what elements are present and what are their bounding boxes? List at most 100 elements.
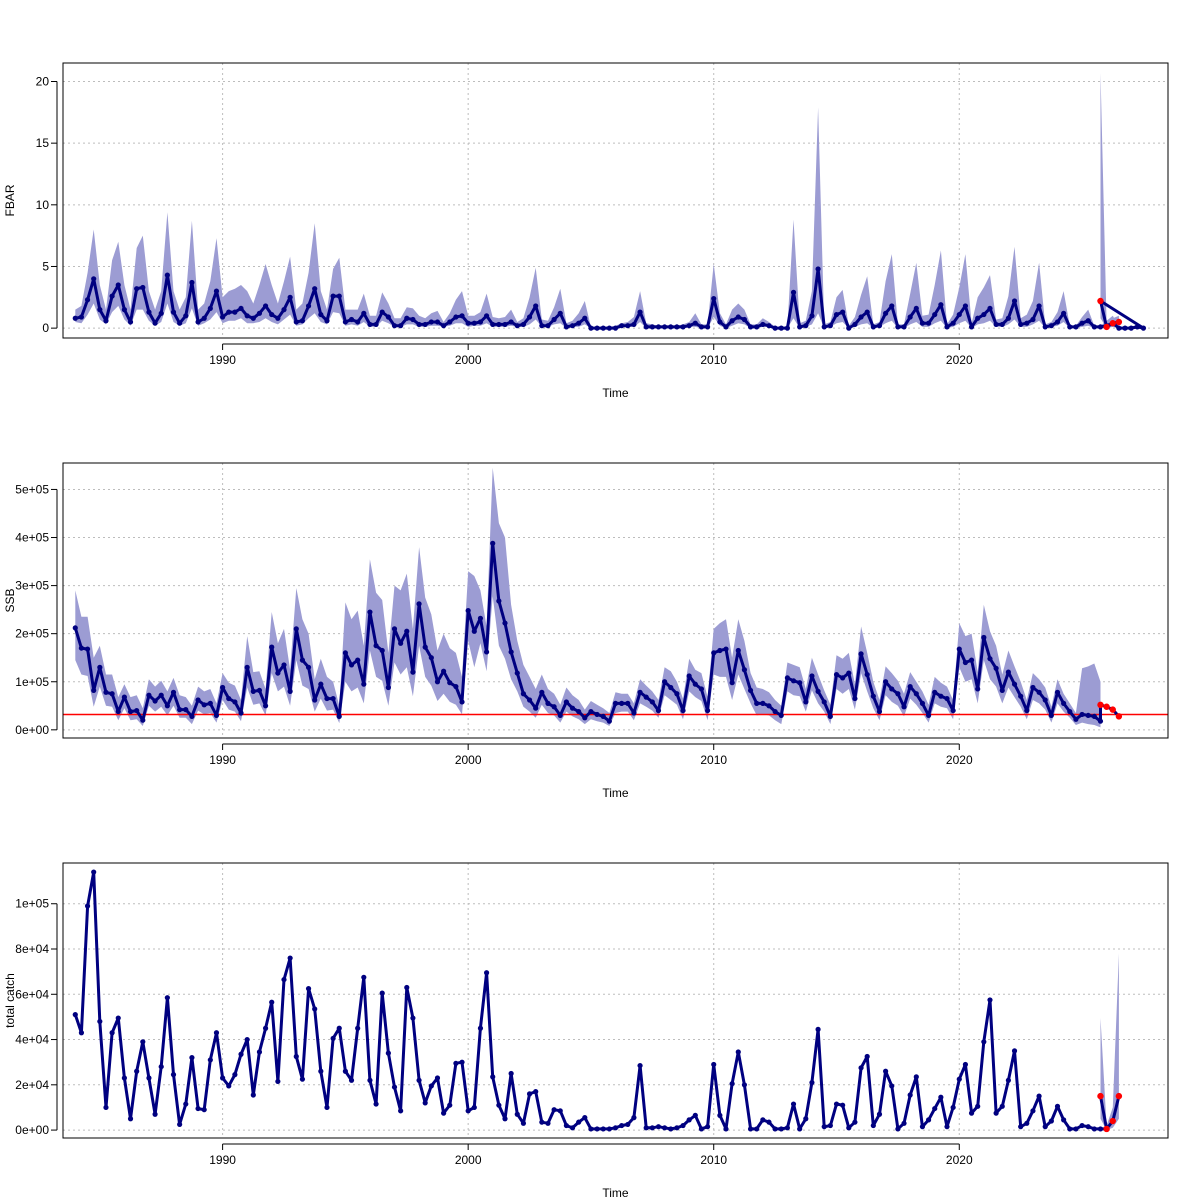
ssb-estimate-point — [889, 686, 895, 692]
fbar-estimate-point — [797, 324, 803, 330]
ssb-estimate-point — [514, 670, 520, 676]
total-catch-estimate-point — [318, 1068, 324, 1074]
ssb-estimate-point — [422, 644, 428, 650]
fbar-estimate-point — [453, 314, 459, 320]
ssb-projection-point — [1103, 703, 1110, 710]
ssb-estimate-point — [680, 707, 686, 714]
ssb-estimate-point — [729, 680, 735, 686]
ssb-estimate-point — [416, 601, 422, 607]
total-catch-estimate-point — [379, 990, 385, 996]
total-catch-estimate-point — [244, 1036, 250, 1043]
total-catch-estimate-point — [711, 1061, 717, 1068]
ssb-estimate-point — [999, 687, 1005, 694]
ssb-estimate-point — [404, 628, 410, 634]
ssb-estimate-point — [373, 643, 379, 649]
ssb-estimate-point — [735, 647, 741, 654]
fbar-estimate-point — [152, 320, 158, 326]
ssb-projection-point — [1097, 701, 1104, 709]
ssb-estimate-point — [477, 615, 484, 621]
fbar-estimate-point — [950, 320, 956, 326]
fbar-panel: 1990 2000 2010 2020 0 5 10 15 20 Time FBAR — [3, 62, 1169, 400]
total-catch-estimate-point — [312, 1006, 318, 1012]
fbar-estimate-point — [870, 324, 876, 330]
total-catch-projection-point — [1115, 1092, 1123, 1100]
total-catch-estimate-point — [729, 1081, 735, 1087]
fbar-projection-band — [1100, 72, 1119, 329]
ssb-estimate-point — [883, 679, 889, 685]
total-catch-estimate-point — [140, 1039, 146, 1045]
ssb-estimate-point — [1091, 713, 1097, 719]
fbar-estimate-point — [293, 319, 299, 325]
ssb-estimate-point — [250, 688, 256, 694]
ssb-x-tick-label: 1990 — [209, 753, 236, 767]
fbar-estimate-point — [815, 266, 821, 272]
fbar-estimate-point — [305, 303, 312, 309]
total-catch-estimate-point — [465, 1108, 471, 1114]
fbar-estimate-point — [625, 323, 631, 329]
fbar-estimate-point — [318, 311, 324, 318]
total-catch-estimate-point — [177, 1121, 183, 1128]
fbar-estimate-point — [717, 319, 723, 325]
ssb-estimate-point — [502, 620, 508, 626]
ssb-x-tick-label: 2010 — [700, 753, 727, 767]
ssb-estimate-point — [158, 692, 164, 698]
fbar-estimate-point — [78, 314, 85, 320]
fbar-estimate-point — [876, 323, 883, 329]
fbar-estimate-point — [576, 320, 582, 326]
total-catch-estimate-point — [1091, 1126, 1097, 1132]
fbar-projection-point — [1097, 297, 1104, 305]
ssb-estimate-point — [704, 707, 711, 714]
fbar-estimate-point — [183, 313, 189, 319]
ssb-estimate-point — [1061, 700, 1067, 706]
ssb-confidence-band — [75, 467, 1101, 728]
fbar-estimate-point — [619, 323, 625, 329]
fbar-estimate-point — [1116, 325, 1122, 331]
ssb-estimate-point — [367, 609, 373, 615]
fbar-estimate-point — [944, 324, 950, 330]
ssb-estimate-point — [932, 689, 938, 695]
fbar-estimate-point — [594, 325, 600, 331]
ssb-estimate-point — [305, 664, 312, 670]
ssb-estimate-point — [140, 717, 146, 723]
total-catch-estimate-point — [471, 1104, 477, 1111]
fbar-estimate-point — [447, 319, 453, 325]
ssb-estimate-point — [447, 680, 453, 686]
fbar-y-tick-label: 0 — [42, 321, 49, 335]
ssb-estimate-point — [398, 640, 404, 646]
total-catch-estimate-point — [557, 1108, 563, 1114]
fbar-estimate-point — [502, 321, 508, 328]
total-catch-y-tick-label: 1e+05 — [15, 897, 49, 911]
ssb-estimate-point — [256, 687, 263, 694]
ssb-estimate-point — [183, 707, 189, 713]
fbar-estimate-point — [434, 319, 441, 325]
total-catch-estimate-point — [1054, 1103, 1061, 1109]
ssb-estimate-point — [262, 703, 269, 709]
fbar-estimate-point — [379, 309, 385, 315]
total-catch-estimate-point — [576, 1119, 582, 1125]
fbar-estimate-point — [526, 314, 533, 320]
total-catch-estimate-point — [938, 1094, 944, 1100]
ssb-projection-point — [1109, 706, 1116, 713]
total-catch-estimate-point — [956, 1076, 962, 1082]
fbar-estimate-point — [1054, 319, 1061, 325]
ssb-estimate-point — [1067, 708, 1073, 715]
fbar-estimate-point — [1061, 310, 1067, 316]
total-catch-estimate-point — [569, 1125, 576, 1131]
ssb-estimate-point — [275, 670, 281, 676]
fbar-estimate-point — [729, 318, 735, 324]
ssb-estimate-point — [1005, 669, 1011, 675]
ssb-estimate-point — [766, 703, 772, 709]
ssb-x-tick-label: 2000 — [455, 753, 482, 767]
total-catch-estimate-point — [109, 1030, 115, 1036]
fbar-y-tick-label: 5 — [42, 259, 49, 273]
ssb-estimate-point — [576, 708, 582, 715]
ssb-estimate-point — [287, 688, 293, 694]
fbar-estimate-point — [925, 320, 932, 326]
ssb-estimate-point — [950, 707, 956, 714]
total-catch-estimate-point — [870, 1122, 876, 1129]
ssb-estimate-point — [342, 650, 348, 656]
ssb-estimate-point — [385, 684, 391, 691]
total-catch-estimate-point — [686, 1117, 692, 1123]
ssb-estimate-line — [73, 541, 1102, 723]
ssb-estimate-point — [1085, 712, 1091, 719]
